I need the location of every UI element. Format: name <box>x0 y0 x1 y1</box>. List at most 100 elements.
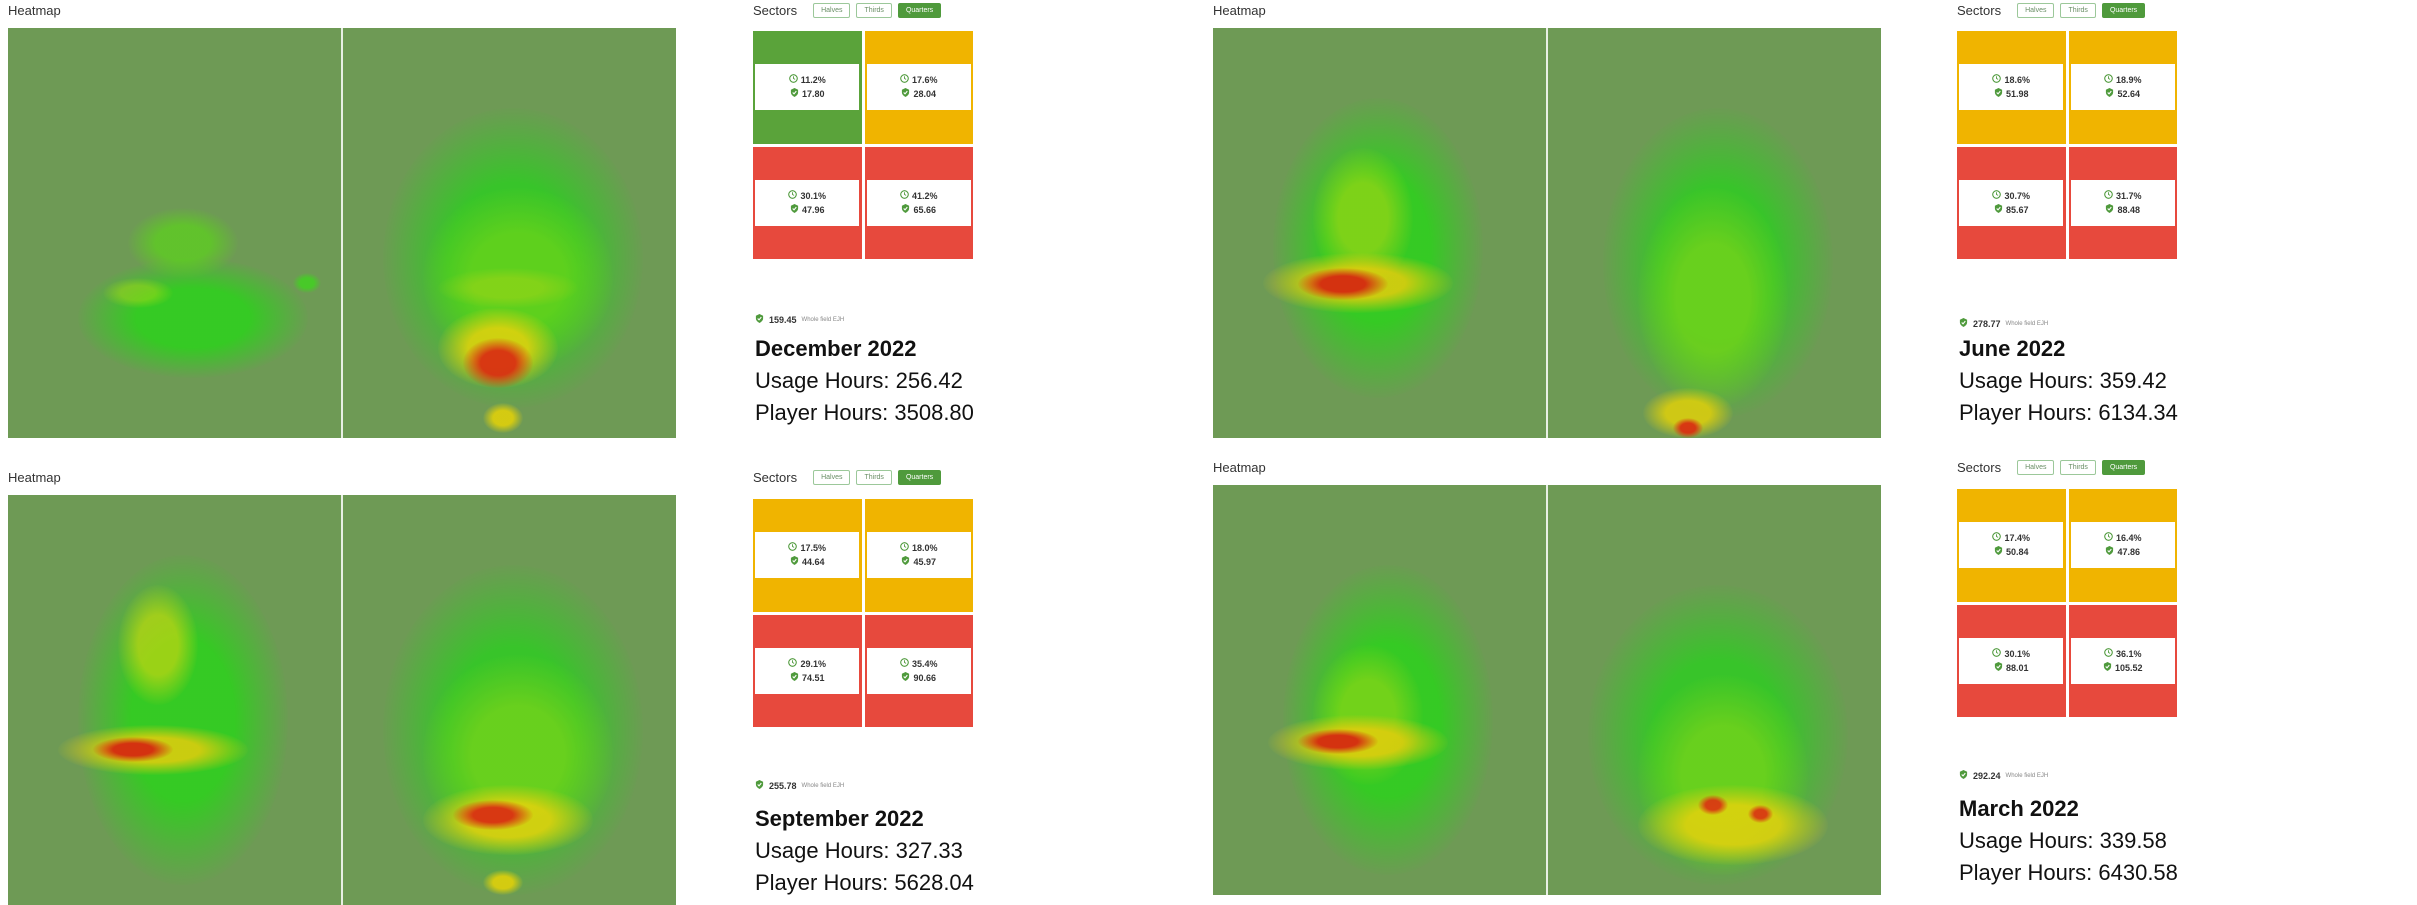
shield-icon <box>2105 203 2114 217</box>
clock-icon <box>1992 531 2002 545</box>
sector-cell: 18.6% 51.98 <box>1957 31 2066 144</box>
sectors-grid: 17.5% 44.64 18.0% 45.97 29.1% 74.51 35.4% 90.66 <box>753 499 973 727</box>
heat-blob <box>103 278 173 308</box>
sectors-title: Sectors <box>753 3 798 18</box>
usage-hours: Usage Hours: 256.42 <box>755 368 963 393</box>
whole-field-value: 159.45 <box>769 314 797 325</box>
whole-field-value: 278.77 <box>1973 318 2001 329</box>
whole-field-label: Whole field EJH <box>801 782 845 789</box>
sector-hours: 52.64 <box>2117 89 2141 100</box>
period-caption: June 2022 Usage Hours: 359.42 Player Hours… <box>1959 333 2178 429</box>
whole-field-summary: 255.78 Whole field EJH <box>755 780 844 791</box>
sector-value-box: 11.2% 17.80 <box>755 64 860 111</box>
toggle-halves[interactable]: Halves <box>813 470 851 485</box>
sector-percent: 17.5% <box>800 543 827 554</box>
heatmap-left-half <box>1213 485 1546 895</box>
sectors-header: Sectors Halves Thirds Quarters <box>753 470 942 485</box>
sector-percent-row: 17.4% <box>1992 531 2030 545</box>
sector-hours: 85.67 <box>2005 204 2029 215</box>
sector-percent: 41.2% <box>911 190 938 201</box>
sector-cell: 29.1% 74.51 <box>753 614 862 727</box>
heatmap-image <box>8 495 676 905</box>
toggle-quarters[interactable]: Quarters <box>2101 3 2146 18</box>
sectors-header: Sectors Halves Thirds Quarters <box>1957 3 2146 18</box>
sector-percent: 16.4% <box>2115 533 2142 544</box>
heat-blob <box>1298 729 1378 754</box>
sector-hours: 50.84 <box>2005 547 2029 558</box>
sector-percent-row: 30.7% <box>1992 189 2030 203</box>
period-month: June 2022 <box>1959 336 2066 361</box>
sector-hours-row: 17.80 <box>790 87 825 101</box>
toggle-halves[interactable]: Halves <box>2017 460 2055 475</box>
sector-percent-row: 29.1% <box>788 657 826 671</box>
sector-cell: 17.4% 50.84 <box>1957 489 2066 602</box>
sector-value-box: 35.4% 90.66 <box>866 647 971 694</box>
clock-icon <box>788 73 798 87</box>
sector-hours-row: 44.64 <box>790 555 825 569</box>
heat-blob <box>118 585 198 705</box>
toggle-thirds[interactable]: Thirds <box>2060 3 2096 18</box>
sector-hours: 65.66 <box>913 204 937 215</box>
player-hours: Player Hours: 5628.04 <box>755 870 974 895</box>
toggle-thirds[interactable]: Thirds <box>856 470 892 485</box>
shield-icon <box>1994 203 2003 217</box>
heatmap-divider <box>1546 485 1548 895</box>
clock-icon <box>1992 189 2002 203</box>
toggle-quarters[interactable]: Quarters <box>897 3 942 18</box>
heatmap-divider <box>341 28 343 438</box>
sector-hours: 74.51 <box>801 672 825 683</box>
sector-hours-row: 47.96 <box>790 203 825 217</box>
toggle-thirds[interactable]: Thirds <box>856 3 892 18</box>
sector-percent: 30.1% <box>800 190 827 201</box>
heatmap-right-half <box>1548 485 1881 895</box>
sector-cell: 31.7% 88.48 <box>2068 146 2177 259</box>
sectors-header: Sectors Halves Thirds Quarters <box>1957 460 2146 475</box>
sector-percent-row: 30.1% <box>1992 647 2030 661</box>
sector-percent-row: 35.4% <box>900 657 938 671</box>
heat-blob <box>78 258 308 378</box>
sector-percent-row: 18.9% <box>2104 73 2142 87</box>
toggle-halves[interactable]: Halves <box>813 3 851 18</box>
sector-cell: 30.1% 47.96 <box>753 146 862 259</box>
sector-cell: 17.5% 44.64 <box>753 499 862 612</box>
heat-blob <box>1298 268 1388 300</box>
sector-hours-row: 47.86 <box>2105 545 2140 559</box>
toggle-quarters[interactable]: Quarters <box>897 470 942 485</box>
clock-icon <box>900 541 909 555</box>
sector-value-box: 30.7% 85.67 <box>1959 179 2064 226</box>
period-month: September 2022 <box>755 806 924 831</box>
period-caption: September 2022 Usage Hours: 327.33 Player … <box>755 803 974 899</box>
sector-value-box: 16.4% 47.86 <box>2070 522 2175 569</box>
shield-icon <box>901 671 910 685</box>
shield-icon <box>2103 661 2112 675</box>
sectors-grid: 18.6% 51.98 18.9% 52.64 30.7% 85.67 31.7% 88.48 <box>1957 31 2177 259</box>
toggle-thirds[interactable]: Thirds <box>2060 460 2096 475</box>
sector-hours-row: 51.98 <box>1994 87 2029 101</box>
heatmap-left-half <box>1213 28 1546 438</box>
heat-blob <box>1673 418 1703 438</box>
toggle-halves[interactable]: Halves <box>2017 3 2055 18</box>
sector-hours-row: 52.64 <box>2105 87 2140 101</box>
shield-icon <box>755 314 764 325</box>
usage-hours: Usage Hours: 359.42 <box>1959 368 2167 393</box>
sector-hours: 28.04 <box>913 89 937 100</box>
clock-icon <box>1992 73 2002 87</box>
sector-percent: 18.6% <box>2004 75 2031 86</box>
sector-percent-row: 30.1% <box>788 189 826 203</box>
shield-icon <box>790 671 799 685</box>
clock-icon <box>788 189 798 203</box>
sector-hours-row: 88.48 <box>2105 203 2140 217</box>
shield-icon <box>1994 545 2003 559</box>
sector-cell: 18.9% 52.64 <box>2068 31 2177 144</box>
heat-blob <box>93 737 173 762</box>
heat-blob <box>438 268 578 308</box>
whole-field-label: Whole field EJH <box>2005 772 2049 779</box>
clock-icon <box>1992 647 2002 661</box>
sector-hours: 90.66 <box>913 672 937 683</box>
sectors-title: Sectors <box>1957 460 2002 475</box>
period-caption: March 2022 Usage Hours: 339.58 Player Hour… <box>1959 793 2178 889</box>
sector-percent-row: 17.5% <box>788 541 826 555</box>
sector-hours-row: 65.66 <box>901 203 936 217</box>
sector-value-box: 18.0% 45.97 <box>866 532 971 579</box>
toggle-quarters[interactable]: Quarters <box>2101 460 2146 475</box>
